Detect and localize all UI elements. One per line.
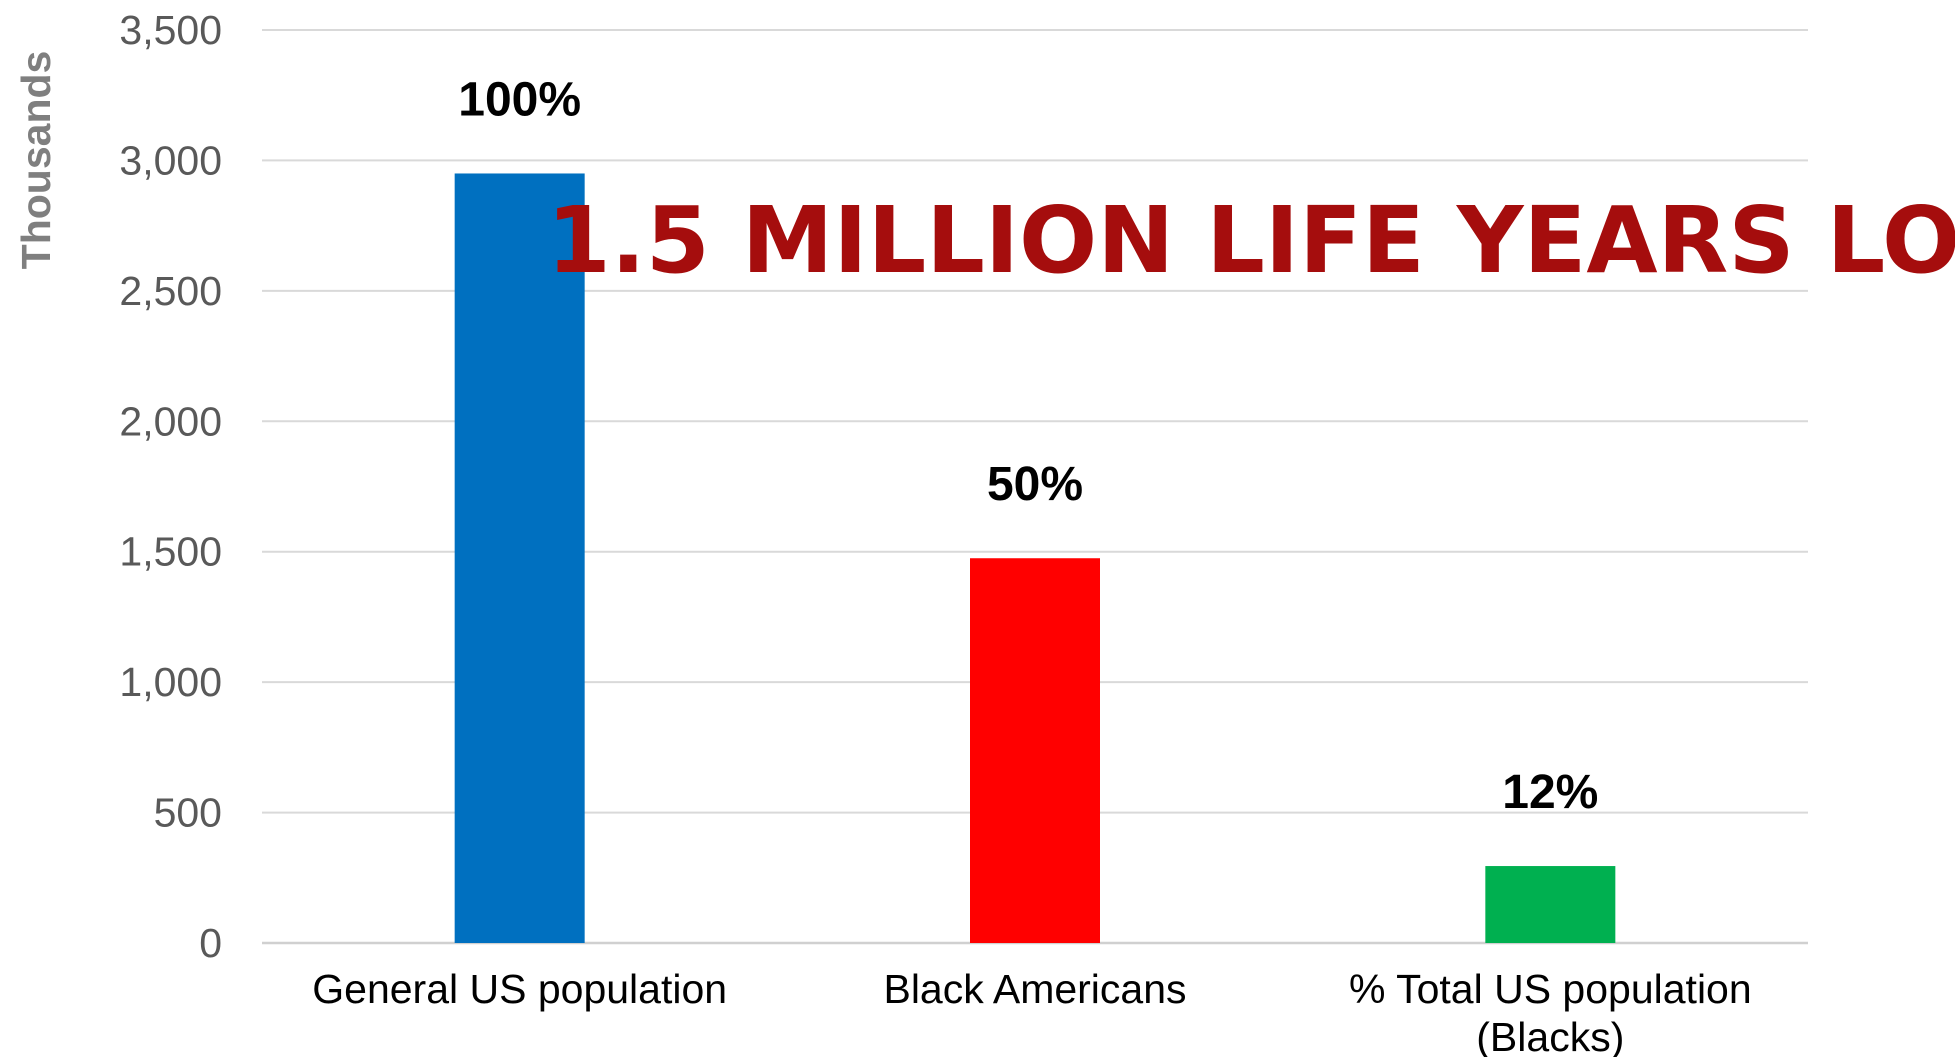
y-tick-label: 500 <box>154 790 222 836</box>
y-tick-label: 1,000 <box>119 659 222 705</box>
bar <box>454 173 585 943</box>
y-tick-label: 3,000 <box>119 137 222 183</box>
data-label: 100% <box>458 73 581 126</box>
y-tick-label: 0 <box>199 920 222 966</box>
y-tick-label: 2,500 <box>119 268 222 314</box>
data-label: 12% <box>1502 766 1598 819</box>
x-category-label: Black Americans <box>883 966 1186 1012</box>
x-category-label: % Total US population <box>1349 966 1752 1012</box>
y-tick-label: 1,500 <box>119 529 222 575</box>
y-axis-title: Thousands <box>13 51 59 270</box>
y-axis-ticks: 0 500 1,000 1,500 2,000 2,500 3,000 3,500 <box>119 7 222 966</box>
y-tick-label: 3,500 <box>119 7 222 53</box>
bar <box>1485 866 1616 943</box>
annotation-text: 1.5 MILLION LIFE YEARS LOST <box>547 187 1955 294</box>
data-label: 50% <box>987 458 1083 511</box>
data-labels: 100% 50% 12% <box>458 73 1598 819</box>
bars <box>454 173 1616 943</box>
bar <box>970 558 1100 943</box>
x-category-label: General US population <box>312 966 727 1012</box>
x-category-label: (Blacks) <box>1476 1014 1624 1057</box>
x-axis-categories: General US population Black Americans % To… <box>312 966 1751 1057</box>
y-tick-label: 2,000 <box>119 398 222 444</box>
